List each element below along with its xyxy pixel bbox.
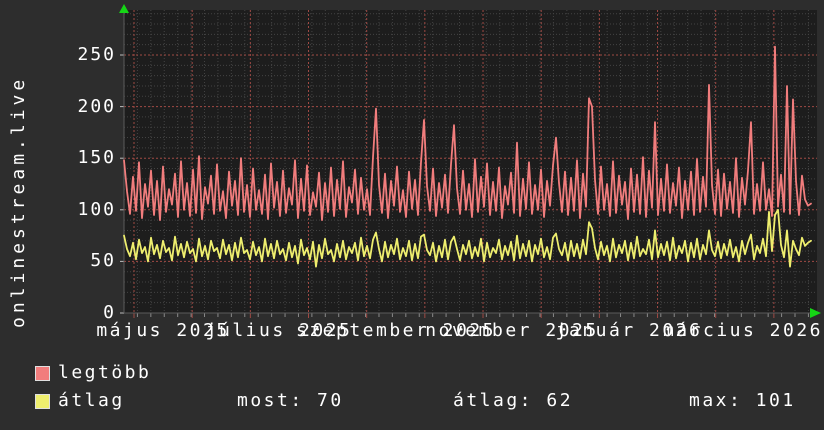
x-tick-label-0: május 2025 (96, 320, 230, 341)
x-tick-label-5: március 2026 (662, 320, 824, 341)
y-tick-label-0: 0 (103, 302, 116, 323)
y-tick-label-150: 150 (77, 147, 116, 169)
y-tick-label-250: 250 (77, 44, 116, 65)
stat-max: max: 101 (689, 390, 796, 411)
x-tick-label-2: szeptember 2025 (295, 320, 497, 341)
series-line-atlag (123, 208, 812, 268)
legend-label-atlag: átlag (58, 390, 125, 411)
x-tick-label-4: január 2026 (555, 320, 703, 341)
series-line-legtobb (123, 45, 812, 222)
y-tick-label-50: 50 (90, 250, 116, 272)
x-tick-label-1: július 2025 (205, 320, 353, 341)
legend-swatch-atlag (35, 394, 50, 409)
legend-label-legtobb: legtöbb (58, 362, 152, 383)
x-axis-arrow-icon (810, 308, 821, 318)
y-tick-label-200: 200 (77, 95, 116, 117)
stat-most: most: 70 (237, 390, 344, 411)
legend-swatch-legtobb (35, 366, 50, 381)
y-tick-label-100: 100 (77, 198, 116, 220)
x-tick-label-3: november 2025 (425, 320, 599, 341)
y-axis-arrow-icon (119, 4, 129, 13)
stat-atlag: átlag: 62 (453, 390, 574, 411)
